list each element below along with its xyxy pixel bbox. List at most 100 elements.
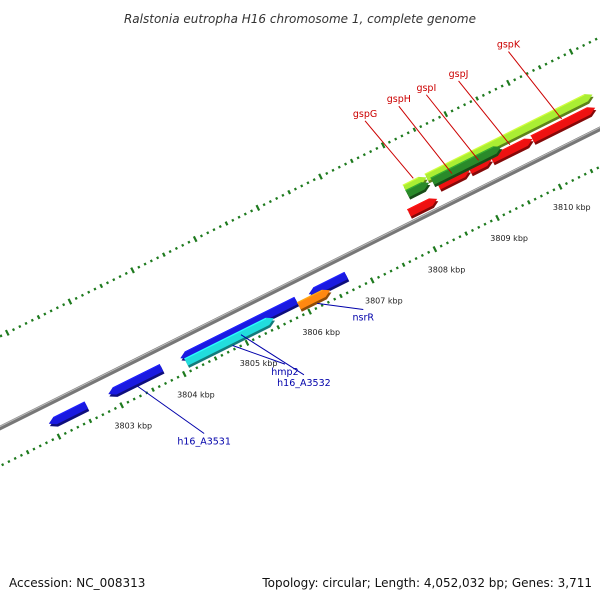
tick-mark: [51, 438, 55, 442]
tick-mark: [156, 256, 160, 260]
tick-mark: [531, 68, 536, 72]
tick-label-3808: 3808 kbp: [428, 265, 466, 274]
tick-mark: [213, 356, 218, 361]
tick-mark: [206, 231, 210, 235]
tick-mark: [376, 275, 381, 279]
tick-mark: [32, 447, 36, 451]
tick-mark: [176, 375, 180, 379]
tick-mark: [557, 56, 561, 60]
tick-mark: [243, 212, 247, 216]
tick-mark: [262, 203, 266, 207]
feature-body: [530, 107, 596, 143]
feature-highlight: [530, 107, 588, 137]
tick-mark: [281, 193, 285, 197]
feature-highlight: [112, 364, 160, 389]
feature-gspK: [530, 107, 597, 145]
gene-label-h16_A3532: h16_A3532: [277, 378, 331, 389]
tick-mark: [414, 256, 418, 261]
feature-red-left: [406, 198, 439, 219]
tick-mark: [107, 410, 111, 414]
gene-label-gspK: gspK: [497, 40, 521, 51]
feature-body: [430, 146, 502, 185]
tick-mark: [170, 378, 174, 382]
feature-dkgreen-1: [405, 182, 431, 200]
tick-mark: [199, 234, 203, 238]
tick-mark: [544, 62, 548, 66]
map-layer: 3803 kbp 3804 kbp 3805 kbp 3806 kbp 3807 kbp…: [0, 37, 600, 467]
tick-mark: [195, 366, 199, 370]
tick-mark: [112, 278, 116, 282]
tick-mark: [557, 183, 563, 190]
tick-mark: [268, 200, 272, 204]
tick-mark: [387, 140, 391, 144]
feature-blue-1: [48, 401, 90, 427]
tick-mark: [519, 75, 523, 79]
tick-mark: [76, 425, 80, 429]
tick-mark: [157, 385, 161, 389]
tick-mark: [477, 225, 481, 229]
leader-gspK: [508, 51, 562, 120]
feature-body: [308, 271, 349, 295]
tick-mark: [255, 204, 261, 211]
feature-body: [424, 94, 593, 181]
tick-mark: [500, 84, 504, 88]
leader-gspI: [425, 94, 479, 161]
tick-mark: [36, 314, 41, 320]
tick-row-top: [0, 37, 598, 338]
tick-mark: [220, 353, 224, 357]
tick-mark: [320, 303, 324, 307]
tick-mark: [43, 312, 47, 316]
gene-label-gspH: gspH: [387, 94, 411, 105]
tick-mark: [56, 433, 62, 440]
tick-mark: [526, 200, 531, 205]
feature-body: [184, 317, 274, 366]
tick-mark: [24, 321, 28, 325]
tick-mark: [375, 146, 379, 151]
tick-mark: [251, 338, 255, 342]
tick-mark: [38, 444, 42, 448]
tick-mark: [502, 213, 506, 217]
leader-gspG: [364, 120, 414, 179]
tick-mark: [419, 125, 423, 129]
tick-mark: [577, 175, 581, 179]
backbone-line: [0, 126, 600, 431]
tick-mark: [130, 267, 135, 274]
tick-mark: [151, 387, 155, 392]
tick-mark: [306, 181, 310, 185]
tick-mark: [563, 53, 567, 57]
tick-mark: [469, 100, 473, 104]
feature-highlight: [424, 94, 585, 175]
tick-mark: [464, 231, 469, 236]
tick-mark: [62, 303, 66, 307]
tick-mark: [596, 166, 600, 170]
tick-mark: [431, 118, 435, 122]
accession-text: Accession: NC_008313: [9, 576, 145, 590]
tick-mark: [93, 287, 97, 291]
feature-highlight: [402, 176, 419, 186]
tick-mark: [546, 191, 550, 195]
tick-mark: [463, 103, 467, 107]
tick-mark: [443, 110, 449, 118]
tick-mark: [113, 406, 117, 411]
tick-mark: [345, 291, 349, 295]
feature-body: [405, 182, 430, 198]
tick-label-3805: 3805 kbp: [240, 359, 278, 368]
tick-mark: [18, 324, 22, 329]
tick-mark: [408, 260, 412, 264]
tick-mark: [119, 402, 124, 409]
tick-mark: [458, 235, 462, 239]
tick-mark: [250, 209, 254, 213]
tick-mark: [132, 397, 136, 401]
tick-mark: [344, 162, 348, 166]
tick-label-3809: 3809 kbp: [490, 234, 528, 243]
tick-mark: [380, 142, 386, 149]
tick-mark: [270, 328, 274, 332]
tick-mark: [568, 48, 574, 55]
tick-mark: [439, 244, 443, 248]
feature-nsrR: [296, 289, 332, 312]
tick-mark: [325, 171, 329, 176]
tick-mark: [87, 290, 91, 294]
tick-mark: [537, 64, 542, 70]
tick-mark: [333, 297, 337, 301]
tick-mark: [80, 293, 84, 297]
